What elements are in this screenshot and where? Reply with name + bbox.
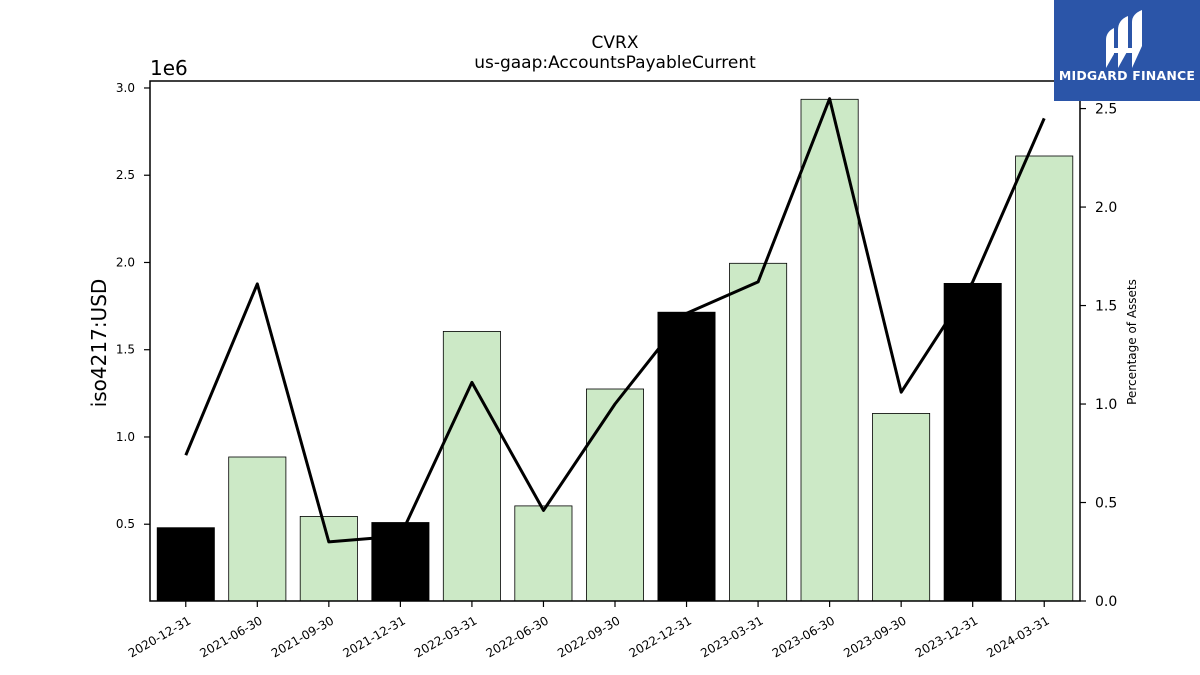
brand-logo: MIDGARD FINANCE — [1054, 0, 1200, 101]
y-axis-label-right: Percentage of Assets — [1125, 279, 1139, 405]
bar-2024-03-31 — [1015, 155, 1074, 602]
y-axis-label-left: iso4217:USD — [87, 279, 111, 408]
y-tick-label-right: 1.0 — [1095, 397, 1117, 413]
y-tick-label-left: 2.0 — [116, 255, 135, 269]
y-tick-label-left: 2.5 — [116, 168, 135, 182]
chart-subtitle: us-gaap:AccountsPayableCurrent — [474, 53, 756, 73]
x-tick-label: 2022-06-30 — [484, 613, 551, 660]
bar-2023-09-30 — [872, 412, 931, 602]
y-tick-label-right: 1.5 — [1095, 299, 1117, 315]
bar-2020-12-31 — [156, 527, 215, 602]
x-tick-label: 2023-03-31 — [698, 613, 765, 660]
bar-2022-03-31 — [442, 330, 501, 602]
x-tick-label: 2023-09-30 — [841, 613, 908, 660]
bar-2023-12-31 — [943, 282, 1002, 602]
x-tick-label: 2020-12-31 — [126, 613, 193, 660]
x-tick-label: 2021-09-30 — [269, 613, 336, 660]
percentage-line — [184, 97, 1046, 544]
chart-title: CVRX — [592, 33, 639, 53]
y-tick-label-right: 0.0 — [1095, 594, 1117, 610]
y-tick-label-right: 0.5 — [1095, 496, 1117, 512]
y-tick-label-right: 2.5 — [1095, 102, 1117, 118]
x-tick-label: 2021-12-31 — [340, 613, 407, 660]
bar-2023-03-31 — [729, 262, 788, 602]
x-tick-label: 2022-03-31 — [412, 613, 479, 660]
logo-mark-icon — [1106, 10, 1142, 68]
y-offset-label: 1e6 — [150, 56, 188, 80]
bar-2022-06-30 — [514, 505, 573, 602]
bar-2021-06-30 — [228, 456, 287, 602]
bar-2021-09-30 — [299, 516, 358, 602]
y-tick-label-left: 0.5 — [116, 517, 135, 531]
x-tick-label: 2023-06-30 — [770, 613, 837, 660]
y-tick-label-left: 3.0 — [116, 81, 135, 95]
logo-text: MIDGARD FINANCE — [1058, 68, 1196, 83]
bar-2022-09-30 — [586, 388, 645, 602]
x-tick-label: 2023-12-31 — [913, 613, 980, 660]
x-tick-label: 2024-03-31 — [984, 613, 1051, 660]
y-tick-label-left: 1.0 — [116, 430, 135, 444]
bar-2022-12-31 — [657, 311, 716, 602]
x-tick-label: 2021-06-30 — [197, 613, 264, 660]
y-tick-label-right: 2.0 — [1095, 200, 1117, 216]
bar-group — [156, 98, 1074, 602]
x-tick-label: 2022-09-30 — [555, 613, 622, 660]
line-group — [184, 97, 1046, 544]
x-tick-label: 2022-12-31 — [627, 613, 694, 660]
y-tick-label-left: 1.5 — [116, 343, 135, 357]
